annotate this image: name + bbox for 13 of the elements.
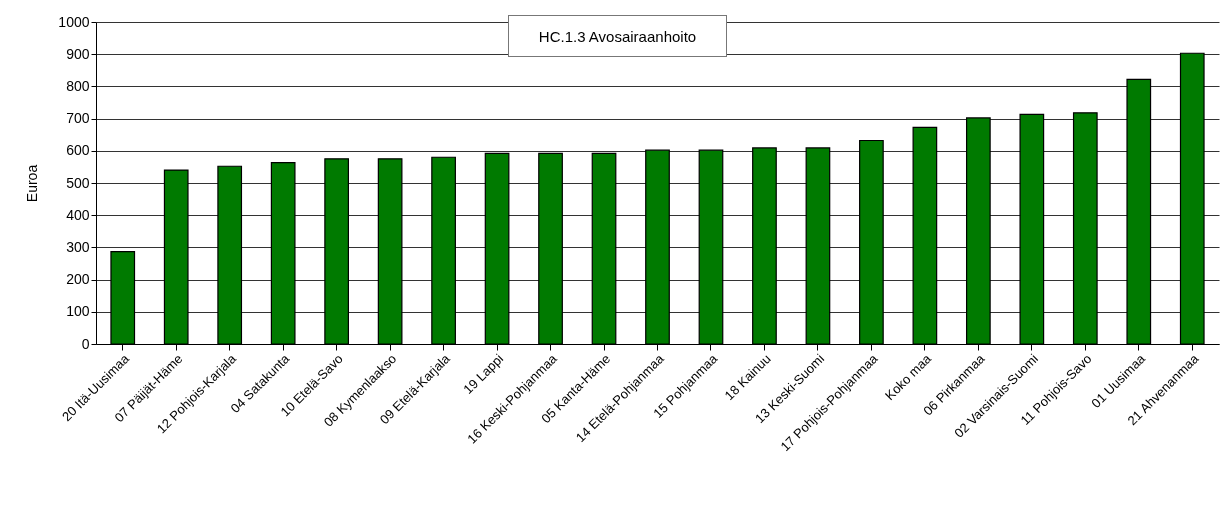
y-axis-title: Euroa [24, 164, 41, 203]
y-tick-label: 1000 [58, 13, 90, 30]
y-tick-label: 200 [66, 271, 90, 288]
title-box: HC.1.3 Avosairaanhoito [508, 15, 727, 57]
y-tick-label: 600 [66, 142, 90, 159]
y-tick-label: 300 [66, 238, 90, 255]
y-tick-label: 800 [66, 77, 90, 94]
y-tick-label: 900 [66, 45, 90, 62]
y-tick-label: 700 [66, 110, 90, 127]
y-tick-label: 500 [66, 174, 90, 191]
y-tick-label: 400 [66, 206, 90, 223]
y-tick-label: 100 [66, 303, 90, 320]
y-tick-label: 0 [81, 335, 90, 352]
